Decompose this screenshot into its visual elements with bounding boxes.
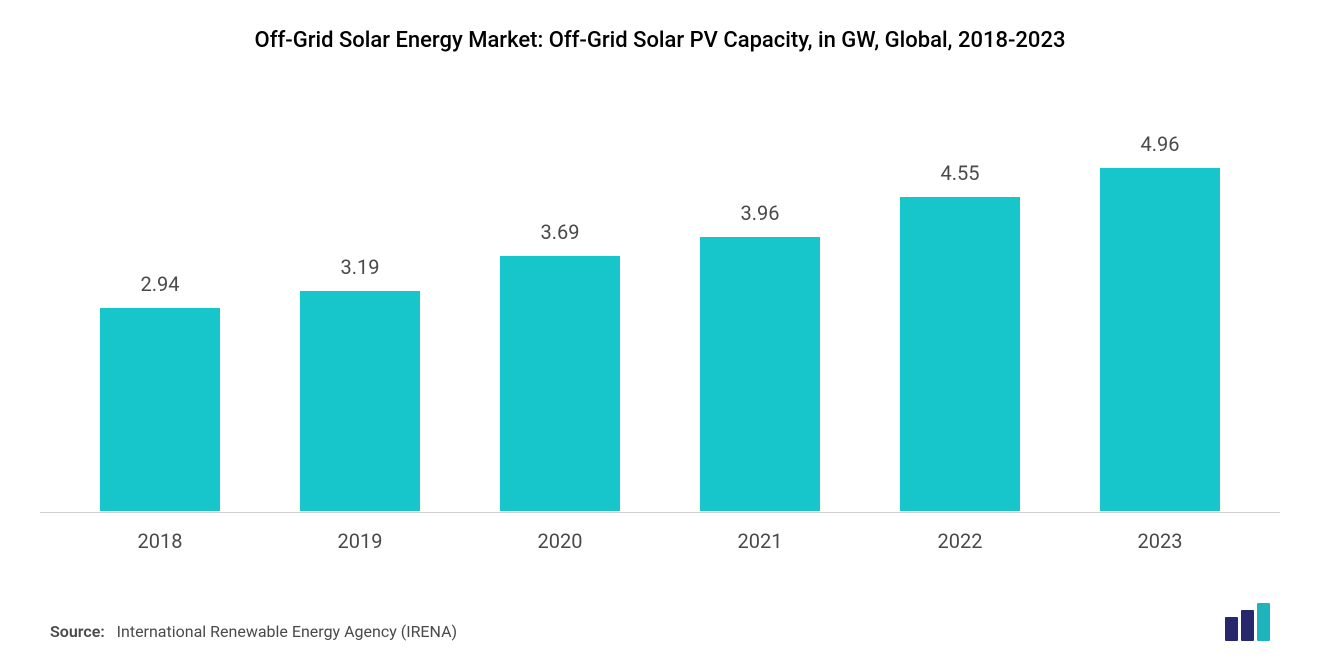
source-citation: Source: International Renewable Energy A… bbox=[50, 622, 457, 641]
plot-area: 2.94 3.19 3.69 3.96 4.55 4.96 bbox=[40, 123, 1280, 512]
bar-group: 2.94 bbox=[60, 123, 260, 511]
bar-group: 3.96 bbox=[660, 123, 860, 511]
chart-footer: Source: International Renewable Energy A… bbox=[40, 603, 1280, 645]
chart-container: Off-Grid Solar Energy Market: Off-Grid S… bbox=[0, 0, 1320, 665]
bar bbox=[900, 197, 1020, 511]
logo-bar-icon bbox=[1225, 617, 1238, 641]
bar-value-label: 4.55 bbox=[941, 161, 980, 185]
brand-logo bbox=[1225, 603, 1270, 641]
bar-value-label: 3.19 bbox=[341, 255, 380, 279]
logo-bar-icon bbox=[1257, 603, 1270, 641]
bar bbox=[100, 308, 220, 511]
bar-group: 3.69 bbox=[460, 123, 660, 511]
x-axis: 201820192020202120222023 bbox=[40, 512, 1280, 553]
bar-value-label: 2.94 bbox=[141, 272, 180, 296]
x-axis-label: 2022 bbox=[860, 523, 1060, 553]
bar bbox=[1100, 168, 1220, 511]
x-axis-label: 2020 bbox=[460, 523, 660, 553]
bar-value-label: 4.96 bbox=[1141, 132, 1180, 156]
bar bbox=[500, 256, 620, 511]
bar-value-label: 3.96 bbox=[741, 201, 780, 225]
bar-value-label: 3.69 bbox=[541, 220, 580, 244]
x-axis-label: 2018 bbox=[60, 523, 260, 553]
x-axis-label: 2019 bbox=[260, 523, 460, 553]
bar-group: 4.96 bbox=[1060, 123, 1260, 511]
bar bbox=[300, 291, 420, 511]
chart-title: Off-Grid Solar Energy Market: Off-Grid S… bbox=[40, 28, 1280, 53]
bar-group: 3.19 bbox=[260, 123, 460, 511]
x-axis-label: 2023 bbox=[1060, 523, 1260, 553]
x-axis-label: 2021 bbox=[660, 523, 860, 553]
bar-group: 4.55 bbox=[860, 123, 1060, 511]
source-text: International Renewable Energy Agency (I… bbox=[117, 622, 457, 641]
logo-bar-icon bbox=[1241, 610, 1254, 641]
source-prefix: Source: bbox=[50, 622, 105, 641]
bar bbox=[700, 237, 820, 511]
